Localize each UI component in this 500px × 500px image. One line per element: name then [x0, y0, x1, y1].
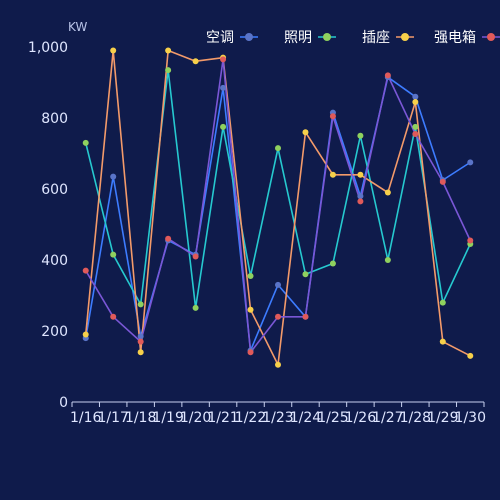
x-tick-label: 1/26: [345, 410, 377, 426]
data-point-series-4[interactable]: [247, 349, 254, 356]
x-tick-label: 1/20: [180, 410, 211, 426]
x-tick-label: 1/21: [207, 410, 238, 426]
data-point-series-3[interactable]: [82, 331, 89, 338]
data-point-series-3[interactable]: [467, 352, 474, 359]
x-tick-label: 1/28: [400, 410, 431, 426]
data-point-series-3[interactable]: [329, 171, 336, 178]
x-tick-label: 1/19: [152, 410, 183, 426]
data-point-series-1[interactable]: [357, 193, 364, 200]
data-point-series-4[interactable]: [384, 72, 391, 79]
legend-label: 空调: [206, 30, 234, 46]
data-point-series-3[interactable]: [137, 349, 144, 356]
data-point-series-4[interactable]: [82, 267, 89, 274]
y-tick-label: 0: [59, 395, 68, 411]
data-point-series-3[interactable]: [412, 99, 419, 106]
x-tick-label: 1/23: [262, 410, 293, 426]
legend-marker-symbol: [401, 33, 409, 41]
data-point-series-4[interactable]: [110, 313, 117, 320]
data-point-series-3[interactable]: [384, 189, 391, 196]
data-point-series-3[interactable]: [302, 129, 309, 136]
data-point-series-2[interactable]: [137, 301, 144, 308]
data-point-series-3[interactable]: [357, 171, 364, 178]
legend[interactable]: 空调 照明 插座 强电箱: [206, 30, 500, 46]
data-point-series-1[interactable]: [220, 84, 227, 91]
data-point-series-1[interactable]: [275, 281, 281, 288]
legend-item-1[interactable]: 空调: [206, 30, 258, 46]
data-point-series-3[interactable]: [275, 361, 281, 368]
y-tick-label: 200: [41, 324, 68, 340]
data-point-series-2[interactable]: [412, 123, 419, 130]
data-point-series-1[interactable]: [467, 159, 474, 166]
data-point-series-4[interactable]: [357, 198, 364, 205]
data-point-series-2[interactable]: [275, 145, 281, 152]
x-tick-label: 1/16: [70, 410, 102, 426]
y-tick-label: 600: [41, 182, 68, 198]
data-point-series-1[interactable]: [137, 333, 144, 340]
data-point-series-3[interactable]: [192, 58, 199, 65]
data-point-series-4[interactable]: [467, 237, 474, 244]
data-point-series-2[interactable]: [384, 257, 391, 263]
data-point-series-2[interactable]: [357, 132, 364, 139]
data-point-series-2[interactable]: [247, 272, 254, 279]
data-point-series-2[interactable]: [165, 67, 172, 74]
y-tick-label: 800: [41, 111, 68, 127]
x-tick-label: 1/29: [427, 410, 458, 426]
data-point-series-4[interactable]: [137, 338, 144, 345]
data-point-series-4[interactable]: [302, 313, 309, 320]
x-tick-label: 1/17: [97, 410, 128, 426]
axes: KW 0 200 400 600 800 1,000 1/161/171/181/191/20…: [28, 20, 486, 426]
legend-item-3[interactable]: 插座: [362, 30, 414, 46]
data-point-series-2[interactable]: [82, 139, 89, 146]
legend-marker-symbol: [487, 33, 495, 41]
x-tick-label: 1/22: [235, 410, 266, 426]
data-point-series-2[interactable]: [302, 271, 309, 278]
data-point-series-1[interactable]: [412, 93, 419, 100]
legend-label: 插座: [362, 30, 390, 46]
x-tick-label: 1/30: [455, 410, 486, 426]
data-point-series-3[interactable]: [247, 306, 254, 313]
data-point-series-4[interactable]: [412, 130, 419, 137]
y-tick-label: 400: [41, 253, 68, 269]
y-tick-label: 1,000: [28, 40, 68, 56]
legend-marker-symbol: [245, 33, 253, 41]
x-tick-label: 1/27: [372, 410, 403, 426]
data-point-series-4[interactable]: [329, 113, 336, 120]
data-point-series-1[interactable]: [110, 173, 117, 180]
data-point-series-3[interactable]: [165, 47, 172, 54]
x-tick-label: 1/24: [290, 410, 322, 426]
legend-label: 照明: [284, 30, 312, 46]
data-point-series-3[interactable]: [110, 47, 117, 54]
x-tick-label: 1/25: [317, 410, 348, 426]
data-point-series-4[interactable]: [165, 235, 172, 242]
data-point-series-2[interactable]: [439, 299, 446, 306]
data-point-series-4[interactable]: [439, 178, 446, 185]
data-point-series-2[interactable]: [110, 251, 117, 258]
series-markers: [82, 47, 474, 368]
data-point-series-4[interactable]: [275, 313, 281, 320]
legend-item-4[interactable]: 强电箱: [434, 30, 500, 46]
legend-label: 强电箱: [434, 30, 476, 46]
data-point-series-2[interactable]: [329, 260, 336, 267]
data-point-series-4[interactable]: [220, 56, 227, 63]
data-point-series-2[interactable]: [220, 123, 227, 130]
x-tick-label: 1/18: [125, 410, 156, 426]
legend-item-2[interactable]: 照明: [284, 30, 336, 46]
y-axis-unit-label: KW: [68, 20, 87, 34]
data-point-series-3[interactable]: [439, 338, 446, 345]
legend-marker-symbol: [323, 33, 331, 41]
data-point-series-4[interactable]: [192, 253, 199, 260]
data-point-series-2[interactable]: [192, 304, 199, 311]
